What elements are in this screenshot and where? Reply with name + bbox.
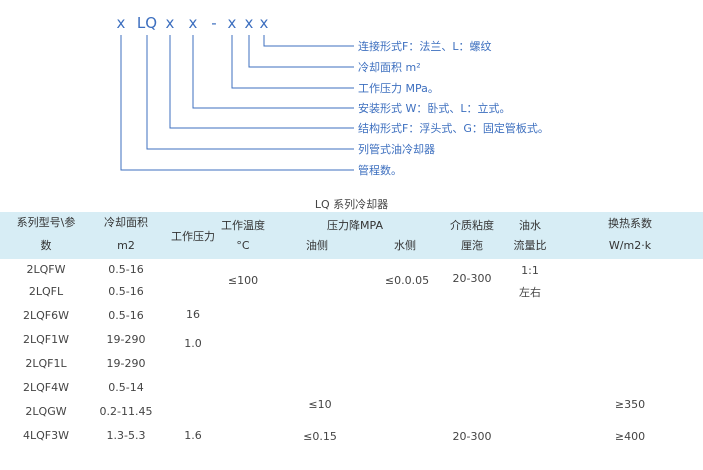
header-series-2: 数: [40, 239, 52, 252]
water-drop-cell: ≤0.0.05: [384, 274, 430, 287]
code-label: 冷却面积 m²: [358, 61, 421, 74]
model-cell: 2LQF1L: [25, 357, 67, 370]
header-oil-side: 油侧: [306, 239, 328, 252]
pressure-cell: 1.6: [184, 429, 202, 442]
pressure-cell: 1.0: [184, 337, 202, 350]
code-character: LQ: [137, 14, 157, 32]
flow-ratio-cell: 左右: [519, 286, 541, 299]
header-viscosity-2: 厘沲: [461, 239, 483, 252]
header-heat-coefficient-2: W/m2·k: [608, 239, 652, 252]
model-cell: 2LQF6W: [23, 309, 69, 322]
code-label: 管程数。: [358, 163, 402, 177]
leader-line: [120, 35, 354, 171]
code-character: x: [260, 14, 269, 32]
header-area-1: 冷却面积: [104, 216, 148, 229]
code-label: 连接形式F：法兰、L：螺纹: [358, 39, 491, 53]
heat-coefficient-cell: ≥400: [614, 430, 646, 443]
code-character: -: [211, 14, 216, 32]
code-label: 工作压力 MPa。: [358, 82, 439, 95]
leader-line: [169, 35, 354, 129]
header-temp-2: °C: [236, 239, 250, 252]
model-cell: 2LQFW: [26, 263, 66, 276]
header-heat-coefficient-1: 换热系数: [608, 217, 652, 230]
area-cell: 19-290: [106, 357, 146, 370]
area-cell: 0.5-16: [108, 285, 144, 298]
header-pressure-drop: 压力降MPA: [327, 219, 383, 232]
code-character: x: [117, 14, 126, 32]
area-cell: 0.2-11.45: [99, 405, 153, 418]
area-cell: 0.5-16: [108, 309, 144, 322]
area-cell: 0.5-16: [108, 263, 144, 276]
model-cell: 2LQF4W: [23, 381, 69, 394]
flow-ratio-cell: 1:1: [521, 264, 539, 277]
leader-line: [263, 35, 354, 47]
oil-drop-cell: ≤10: [308, 398, 332, 411]
code-character: x: [245, 14, 254, 32]
leader-line: [231, 35, 354, 89]
header-pressure: 工作压力: [171, 230, 215, 243]
code-label: 结构形式F：浮头式、G：固定管板式。: [358, 121, 549, 135]
code-label: 列管式油冷却器: [358, 142, 435, 156]
viscosity-cell: 20-300: [452, 272, 492, 285]
oil-drop-cell: ≤0.15: [303, 430, 337, 443]
header-flow-ratio-1: 油水: [519, 219, 541, 232]
code-character: x: [189, 14, 198, 32]
model-cell: 4LQF3W: [23, 429, 69, 442]
header-water-side: 水侧: [394, 239, 416, 252]
header-area-2: m2: [117, 239, 135, 252]
model-cell: 2LQF1W: [23, 333, 69, 346]
header-viscosity-1: 介质粘度: [450, 219, 494, 232]
leader-line: [146, 35, 354, 150]
area-cell: 19-290: [106, 333, 146, 346]
temperature-cell: ≤100: [227, 274, 259, 287]
heat-coefficient-cell: ≥350: [614, 398, 646, 411]
area-cell: 0.5-14: [108, 381, 144, 394]
model-cell: 2LQGW: [25, 405, 67, 418]
area-cell: 1.3-5.3: [106, 429, 146, 442]
code-label: 安装形式 W：卧式、L：立式。: [358, 101, 511, 115]
table-header-background: [0, 212, 703, 259]
leader-line: [248, 35, 354, 68]
model-cell: 2LQFL: [28, 285, 64, 298]
leader-line: [192, 35, 354, 109]
pressure-cell: 16: [186, 308, 200, 321]
header-flow-ratio-2: 流量比: [513, 239, 547, 252]
code-character: x: [228, 14, 237, 32]
code-character: x: [166, 14, 175, 32]
header-temp-1: 工作温度: [221, 219, 265, 232]
table-caption: LQ 系列冷却器: [314, 198, 389, 211]
viscosity-cell: 20-300: [452, 430, 492, 443]
header-series-1: 系列型号\参: [16, 216, 76, 229]
